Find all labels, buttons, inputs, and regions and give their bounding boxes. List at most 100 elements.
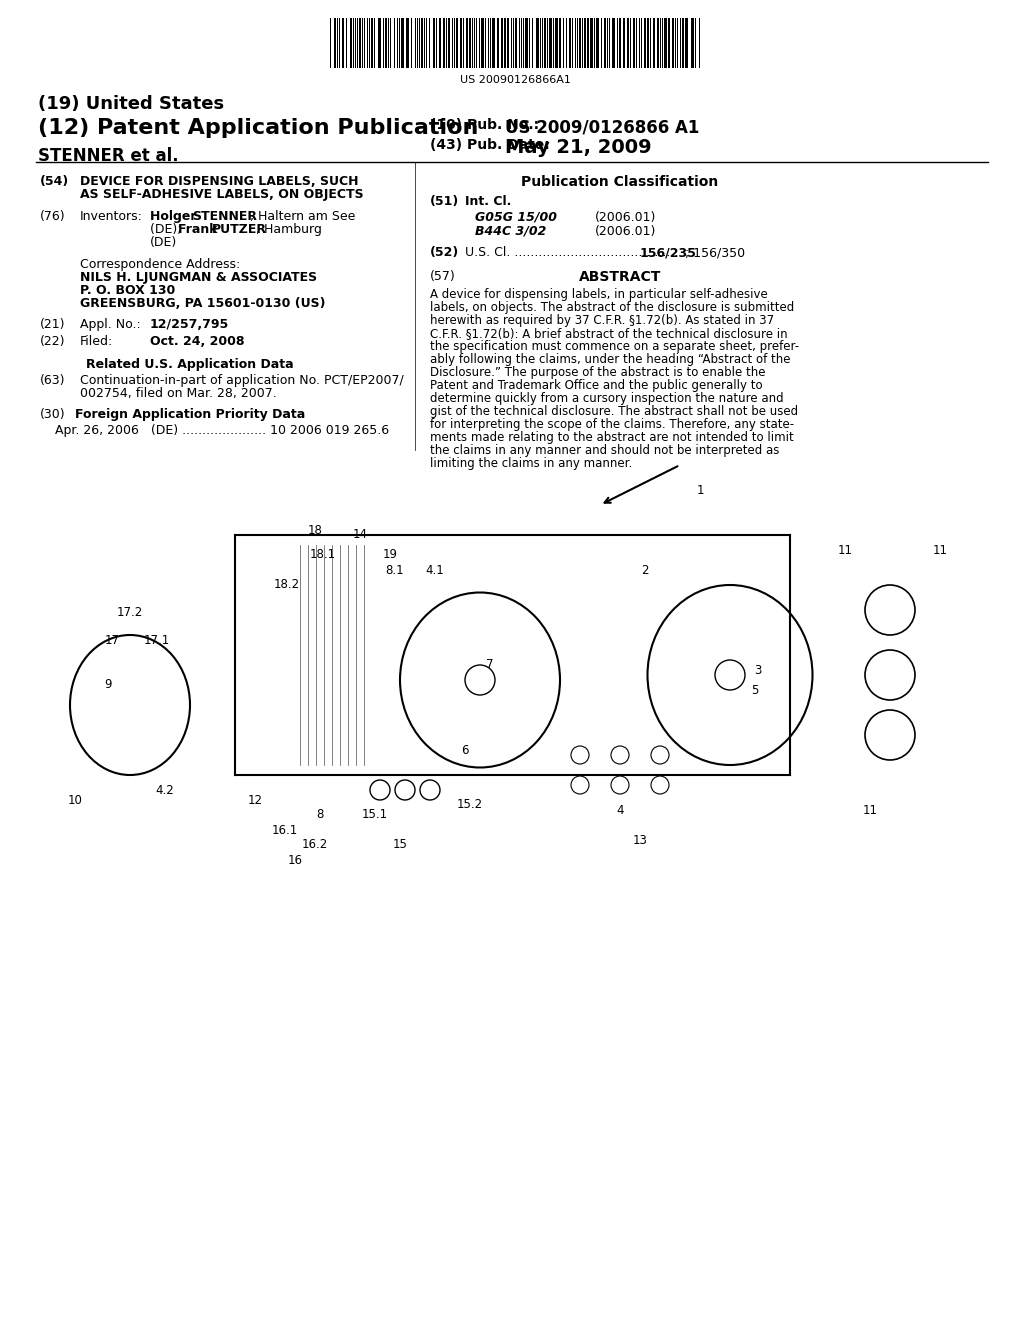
Text: (12) Patent Application Publication: (12) Patent Application Publication — [38, 117, 478, 139]
Text: 16.1: 16.1 — [272, 824, 298, 837]
Bar — [439, 18, 441, 69]
Text: 15.1: 15.1 — [361, 808, 388, 821]
Text: herewith as required by 37 C.F.R. §1.72(b). As stated in 37: herewith as required by 37 C.F.R. §1.72(… — [430, 314, 774, 327]
Bar — [549, 18, 552, 69]
Bar — [579, 18, 581, 69]
Text: Disclosure.” The purpose of the abstract is to enable the: Disclosure.” The purpose of the abstract… — [430, 366, 766, 379]
Bar — [460, 18, 462, 69]
Text: U.S. Cl. .........................................: U.S. Cl. ...............................… — [465, 246, 682, 259]
Text: 17: 17 — [104, 634, 120, 647]
Text: May 21, 2009: May 21, 2009 — [505, 139, 651, 157]
Text: 15: 15 — [392, 838, 408, 851]
Text: 18: 18 — [307, 524, 323, 536]
Bar — [590, 18, 593, 69]
Bar — [342, 18, 344, 69]
Text: (2006.01): (2006.01) — [595, 211, 656, 224]
Bar — [685, 18, 688, 69]
Text: (43) Pub. Date:: (43) Pub. Date: — [430, 139, 550, 152]
Text: 16: 16 — [288, 854, 302, 866]
Text: 12/257,795: 12/257,795 — [150, 318, 229, 331]
Bar — [515, 18, 517, 69]
Bar — [587, 18, 589, 69]
Text: 8.1: 8.1 — [386, 564, 404, 577]
Text: 1: 1 — [696, 483, 703, 496]
Text: Correspondence Address:: Correspondence Address: — [80, 257, 241, 271]
Text: GREENSBURG, PA 15601-0130 (US): GREENSBURG, PA 15601-0130 (US) — [80, 297, 326, 310]
Text: 18.1: 18.1 — [310, 549, 336, 561]
Bar — [668, 18, 670, 69]
Text: A device for dispensing labels, in particular self-adhesive: A device for dispensing labels, in parti… — [430, 288, 768, 301]
Bar — [672, 18, 674, 69]
Bar — [569, 18, 571, 69]
Text: (19) United States: (19) United States — [38, 95, 224, 114]
Text: 16.2: 16.2 — [302, 838, 328, 851]
Bar — [433, 18, 435, 69]
Text: Publication Classification: Publication Classification — [521, 176, 719, 189]
Text: C.F.R. §1.72(b): A brief abstract of the technical disclosure in: C.F.R. §1.72(b): A brief abstract of the… — [430, 327, 787, 341]
Text: limiting the claims in any manner.: limiting the claims in any manner. — [430, 457, 632, 470]
Text: Patent and Trademark Office and the public generally to: Patent and Trademark Office and the publ… — [430, 379, 763, 392]
Text: ably following the claims, under the heading “Abstract of the: ably following the claims, under the hea… — [430, 352, 791, 366]
Text: (52): (52) — [430, 246, 459, 259]
Bar — [618, 18, 621, 69]
Text: 9: 9 — [104, 678, 112, 692]
Bar — [633, 18, 635, 69]
Bar — [497, 18, 499, 69]
Text: ABSTRACT: ABSTRACT — [579, 271, 662, 284]
Text: Oct. 24, 2008: Oct. 24, 2008 — [150, 335, 245, 348]
Text: Inventors:: Inventors: — [80, 210, 143, 223]
Bar — [501, 18, 503, 69]
Text: 7: 7 — [486, 659, 494, 672]
Bar — [559, 18, 561, 69]
Bar — [443, 18, 445, 69]
Bar — [647, 18, 649, 69]
Bar — [334, 18, 336, 69]
Text: 14: 14 — [352, 528, 368, 541]
Text: P. O. BOX 130: P. O. BOX 130 — [80, 284, 175, 297]
Text: 17.2: 17.2 — [117, 606, 143, 619]
Text: 5: 5 — [752, 684, 759, 697]
Text: Holger: Holger — [150, 210, 201, 223]
Text: , Haltern am See: , Haltern am See — [250, 210, 355, 223]
Text: (51): (51) — [430, 195, 459, 209]
Bar — [596, 18, 599, 69]
Bar — [456, 18, 458, 69]
Text: Int. Cl.: Int. Cl. — [465, 195, 511, 209]
Text: PUTZER: PUTZER — [212, 223, 267, 236]
Text: (76): (76) — [40, 210, 66, 223]
Text: 6: 6 — [461, 743, 469, 756]
Bar — [664, 18, 667, 69]
Text: (54): (54) — [40, 176, 70, 187]
Bar — [492, 18, 495, 69]
Bar — [371, 18, 373, 69]
Text: NILS H. LJUNGMAN & ASSOCIATES: NILS H. LJUNGMAN & ASSOCIATES — [80, 271, 317, 284]
Bar — [623, 18, 625, 69]
Text: gist of the technical disclosure. The abstract shall not be used: gist of the technical disclosure. The ab… — [430, 405, 798, 418]
Text: 15.2: 15.2 — [457, 799, 483, 812]
Text: 4: 4 — [616, 804, 624, 817]
Bar — [350, 18, 352, 69]
Text: (10) Pub. No.:: (10) Pub. No.: — [430, 117, 539, 132]
Text: (57): (57) — [430, 271, 456, 282]
Text: for interpreting the scope of the claims. Therefore, any state-: for interpreting the scope of the claims… — [430, 418, 795, 432]
Text: 8: 8 — [316, 808, 324, 821]
Bar — [627, 18, 629, 69]
Bar — [644, 18, 646, 69]
Bar — [406, 18, 409, 69]
Text: Apr. 26, 2006   (DE) ..................... 10 2006 019 265.6: Apr. 26, 2006 (DE) .....................… — [55, 424, 389, 437]
Text: STENNER: STENNER — [193, 210, 257, 223]
Text: , Hamburg: , Hamburg — [256, 223, 322, 236]
Bar — [507, 18, 509, 69]
Text: 4.1: 4.1 — [426, 564, 444, 577]
Bar — [525, 18, 528, 69]
Text: (DE): (DE) — [150, 236, 177, 249]
Text: Appl. No.:: Appl. No.: — [80, 318, 140, 331]
Bar — [378, 18, 381, 69]
Bar — [657, 18, 659, 69]
Text: (DE);: (DE); — [150, 223, 185, 236]
Bar — [544, 18, 546, 69]
Text: Foreign Application Priority Data: Foreign Application Priority Data — [75, 408, 305, 421]
Text: US 20090126866A1: US 20090126866A1 — [460, 75, 570, 84]
Text: 19: 19 — [383, 549, 397, 561]
Bar — [612, 18, 615, 69]
